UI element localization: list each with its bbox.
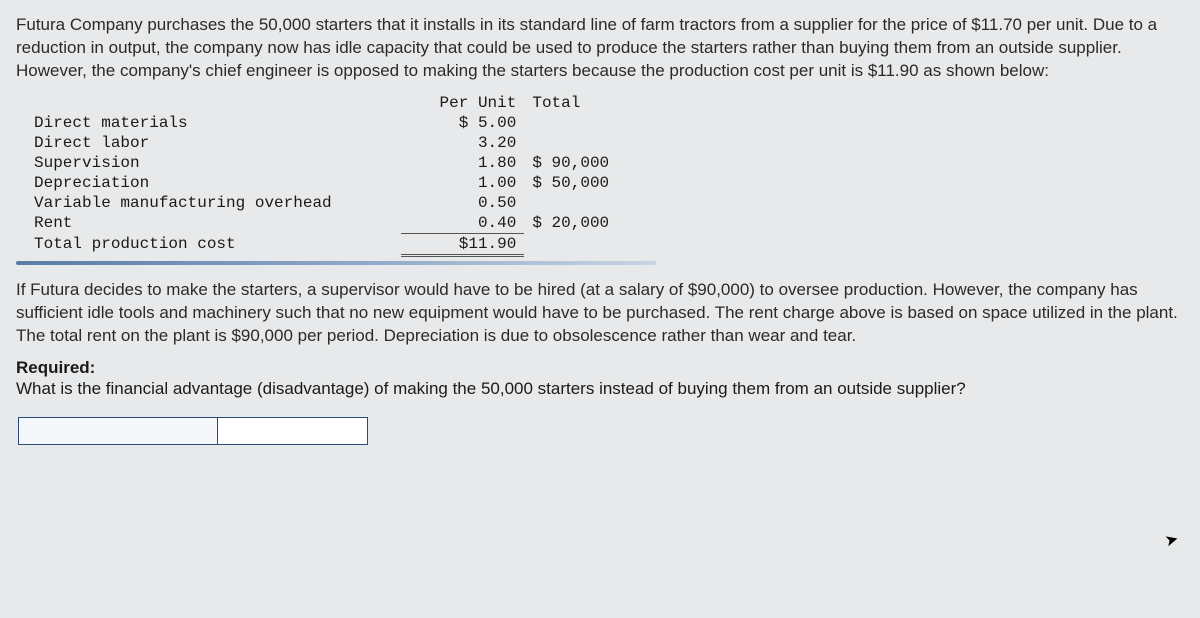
required-question: What is the financial advantage (disadva…	[16, 378, 1184, 401]
table-row: Variable manufacturing overhead 0.50	[26, 193, 666, 213]
cost-total: $ 20,000	[524, 213, 666, 234]
table-row: Direct materials $ 5.00	[26, 113, 666, 133]
table-row: Direct labor 3.20	[26, 133, 666, 153]
cost-total-total	[524, 233, 666, 255]
table-row: Rent 0.40 $ 20,000	[26, 213, 666, 234]
cost-perunit: 1.00	[401, 173, 524, 193]
cost-total	[524, 133, 666, 153]
answer-label-cell	[18, 417, 218, 445]
problem-page: Futura Company purchases the 50,000 star…	[0, 0, 1200, 445]
cost-total-perunit: $11.90	[401, 233, 524, 255]
cost-total: $ 90,000	[524, 153, 666, 173]
cost-table-header-total: Total	[524, 93, 666, 113]
cost-label: Variable manufacturing overhead	[26, 193, 401, 213]
cost-label: Direct labor	[26, 133, 401, 153]
cost-table-header-blank	[26, 93, 401, 113]
gradient-rule	[16, 261, 656, 265]
cost-label: Rent	[26, 213, 401, 234]
cost-total	[524, 193, 666, 213]
cost-total-label: Total production cost	[26, 233, 401, 255]
cost-label: Supervision	[26, 153, 401, 173]
answer-input[interactable]	[218, 417, 368, 445]
table-row: Supervision 1.80 $ 90,000	[26, 153, 666, 173]
table-total-row: Total production cost $11.90	[26, 233, 666, 255]
cost-perunit: 3.20	[401, 133, 524, 153]
cost-perunit: 0.40	[401, 213, 524, 234]
cost-table: Per Unit Total Direct materials $ 5.00 D…	[26, 93, 666, 257]
cost-table-header-perunit: Per Unit	[401, 93, 524, 113]
cost-label: Depreciation	[26, 173, 401, 193]
cost-total	[524, 113, 666, 133]
required-label: Required:	[16, 358, 1184, 378]
cost-perunit: $ 5.00	[401, 113, 524, 133]
cost-perunit: 0.50	[401, 193, 524, 213]
cost-label: Direct materials	[26, 113, 401, 133]
cursor-icon: ➤	[1162, 529, 1180, 552]
cost-total: $ 50,000	[524, 173, 666, 193]
cost-perunit: 1.80	[401, 153, 524, 173]
middle-paragraph: If Futura decides to make the starters, …	[16, 279, 1184, 348]
table-row: Depreciation 1.00 $ 50,000	[26, 173, 666, 193]
intro-paragraph: Futura Company purchases the 50,000 star…	[16, 14, 1184, 83]
answer-row	[18, 417, 1184, 445]
